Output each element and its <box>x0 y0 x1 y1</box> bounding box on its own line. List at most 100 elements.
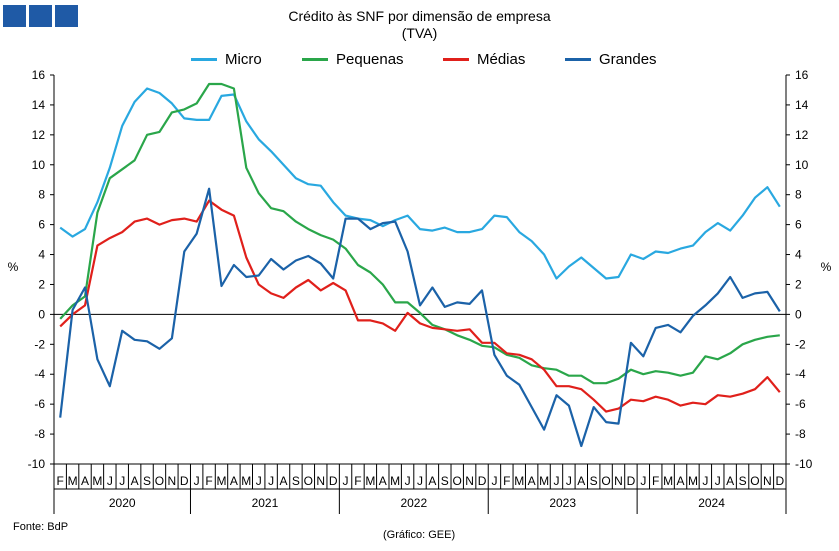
y-tick-label-left: 16 <box>32 68 46 82</box>
month-tick-label: N <box>168 474 177 488</box>
year-label: 2023 <box>549 496 576 510</box>
month-tick-label: J <box>405 474 411 488</box>
year-label: 2022 <box>400 496 427 510</box>
y-tick-label-left: 14 <box>32 98 46 112</box>
month-tick-label: J <box>107 474 113 488</box>
month-tick-label: N <box>763 474 772 488</box>
month-tick-label: J <box>343 474 349 488</box>
logo-block <box>3 5 26 27</box>
series-line-medias <box>59 199 781 413</box>
series-line-pequenas <box>59 82 780 385</box>
month-tick-label: M <box>390 474 400 488</box>
y-tick-label-left: 6 <box>38 218 45 232</box>
month-tick-label: S <box>292 474 300 488</box>
month-tick-label: J <box>119 474 125 488</box>
y-tick-label-left: 2 <box>38 277 45 291</box>
y-tick-label-right: 10 <box>795 158 809 172</box>
month-tick-label: A <box>131 474 139 488</box>
series-line-grandes <box>59 187 781 448</box>
y-tick-label-right: -2 <box>795 337 806 351</box>
y-tick-label-right: 14 <box>795 98 809 112</box>
y-tick-label-right: -8 <box>795 427 806 441</box>
month-tick-label: M <box>216 474 226 488</box>
month-tick-label: M <box>514 474 524 488</box>
month-tick-label: D <box>627 474 636 488</box>
y-tick-label-left: 0 <box>38 307 45 321</box>
month-tick-label: J <box>566 474 572 488</box>
month-tick-label: J <box>417 474 423 488</box>
month-tick-label: D <box>329 474 338 488</box>
logo-block <box>55 5 78 27</box>
month-tick-label: J <box>715 474 721 488</box>
month-tick-label: M <box>92 474 102 488</box>
y-tick-label-right: 0 <box>795 307 802 321</box>
month-tick-label: F <box>652 474 659 488</box>
y-tick-label-left: 8 <box>38 188 45 202</box>
month-tick-label: S <box>441 474 449 488</box>
legend-swatch <box>443 58 469 61</box>
year-label: 2024 <box>698 496 725 510</box>
legend-swatch <box>302 58 328 61</box>
gee-logo <box>3 5 78 27</box>
month-tick-label: O <box>601 474 610 488</box>
month-tick-label: F <box>205 474 212 488</box>
month-tick-label: A <box>81 474 89 488</box>
credit-note: (Gráfico: GEE) <box>383 529 456 541</box>
month-tick-label: F <box>57 474 64 488</box>
y-tick-label-right: 4 <box>795 248 802 262</box>
year-label: 2020 <box>109 496 136 510</box>
month-tick-label: A <box>726 474 734 488</box>
y-tick-label-left: 12 <box>32 128 46 142</box>
month-tick-label: A <box>379 474 387 488</box>
y-tick-label-left: -6 <box>34 397 45 411</box>
chart-title-block: Crédito às SNF por dimensão de empresa (… <box>0 8 839 42</box>
legend-label: Grandes <box>599 51 657 68</box>
month-tick-label: A <box>428 474 436 488</box>
source-note: Fonte: BdP <box>13 521 69 533</box>
series-line-micro <box>59 87 781 280</box>
month-tick-label: F <box>503 474 510 488</box>
legend-item-grandes: Grandes <box>565 51 657 68</box>
y-tick-label-right: 12 <box>795 128 809 142</box>
chart-legend: Micro Pequenas Médias Grandes <box>0 51 839 71</box>
y-axis-label-right: % <box>821 260 832 274</box>
legend-label: Pequenas <box>336 51 404 68</box>
month-tick-label: J <box>194 474 200 488</box>
month-tick-label: N <box>614 474 623 488</box>
month-tick-label: D <box>478 474 487 488</box>
y-tick-label-left: -8 <box>34 427 45 441</box>
legend-item-pequenas: Pequenas <box>302 51 404 68</box>
legend-swatch <box>191 58 217 61</box>
y-tick-label-right: -4 <box>795 367 806 381</box>
legend-item-medias: Médias <box>443 51 525 68</box>
month-tick-label: S <box>590 474 598 488</box>
y-tick-label-left: 10 <box>32 158 46 172</box>
month-tick-label: A <box>528 474 536 488</box>
month-tick-label: M <box>663 474 673 488</box>
year-label: 2021 <box>252 496 279 510</box>
month-tick-label: A <box>280 474 288 488</box>
month-tick-label: J <box>256 474 262 488</box>
month-tick-label: M <box>365 474 375 488</box>
month-tick-label: M <box>688 474 698 488</box>
month-tick-label: M <box>241 474 251 488</box>
month-tick-label: D <box>775 474 784 488</box>
month-tick-label: M <box>68 474 78 488</box>
month-tick-label: J <box>553 474 559 488</box>
chart-subtitle: (TVA) <box>401 25 438 41</box>
month-tick-label: O <box>155 474 164 488</box>
month-tick-label: S <box>143 474 151 488</box>
month-tick-label: J <box>268 474 274 488</box>
month-tick-label: F <box>354 474 361 488</box>
y-tick-label-right: 8 <box>795 188 802 202</box>
month-tick-label: A <box>677 474 685 488</box>
legend-label: Médias <box>477 51 526 68</box>
legend-label: Micro <box>225 51 262 68</box>
logo-block <box>29 5 52 27</box>
y-tick-label-right: 2 <box>795 277 802 291</box>
month-tick-label: J <box>491 474 497 488</box>
month-tick-label: N <box>316 474 325 488</box>
month-tick-label: M <box>539 474 549 488</box>
y-tick-label-left: 4 <box>38 248 45 262</box>
